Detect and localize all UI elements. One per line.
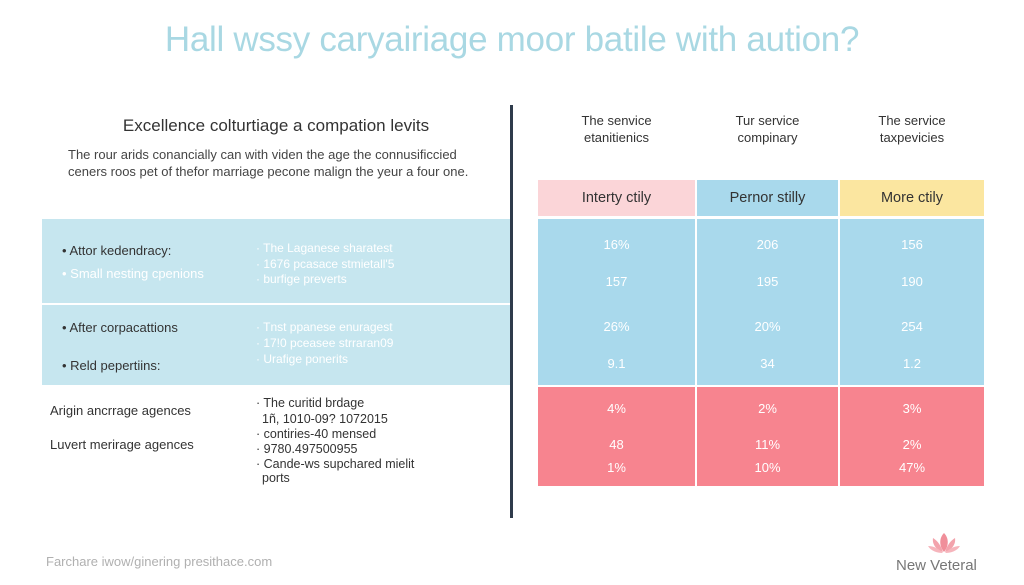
table-value: 3%: [902, 401, 922, 416]
red-cell-group: 2% 11% 10%: [697, 387, 838, 486]
bottom-detail: · Cande-ws supchared mielit: [256, 457, 415, 471]
band2-detail: · Tnst ppanese enuragest: [256, 320, 393, 334]
band2-detail: · Urafige ponerits: [256, 352, 349, 366]
bottom-item: Luvert merirage agences: [50, 437, 194, 452]
column-title-line: taxpevicies: [879, 130, 945, 145]
left-heading: Excellence colturtiage a compation levit…: [122, 116, 430, 135]
bottom-detail: · 9780.497500955: [256, 442, 358, 456]
column-title-line: compinary: [737, 130, 798, 145]
table-value: 48: [609, 437, 624, 452]
band1-detail: · burfige preverts: [256, 272, 347, 286]
bottom-detail: · The curitid brdage: [256, 396, 365, 410]
column-title-line: Tur service: [735, 113, 800, 128]
band2-item: • Reld pepertiins:: [62, 358, 161, 373]
table-value: 254: [901, 319, 923, 334]
blue-cell-group: 206 195 20% 34: [697, 219, 838, 385]
column-header: Pernor stilly: [697, 180, 838, 216]
info-band-2: • After corpacattions • Reld pepertiins:…: [42, 305, 510, 385]
table-value: 10%: [754, 460, 781, 475]
table-value: 26%: [603, 319, 630, 334]
column-title: The senvice etanitienics: [542, 112, 692, 146]
table-value: 20%: [754, 319, 781, 334]
table-value: 34: [760, 356, 775, 371]
table-value: 47%: [898, 460, 926, 475]
table-value: 157: [605, 274, 628, 289]
table-value: 2%: [902, 437, 922, 452]
table-value: 1%: [607, 460, 626, 475]
table-value: 2%: [758, 401, 777, 416]
table-value: 206: [756, 237, 779, 252]
table-value: 1.2: [902, 356, 922, 371]
column-title-line: The service: [878, 113, 946, 128]
band1-detail: · 1676 pcasace stmietall'5: [256, 257, 395, 271]
table-value: 190: [901, 274, 923, 289]
footer-url: Farchare iwow/ginering presithace.com: [46, 554, 273, 569]
red-cell-group: 4% 48 1%: [538, 387, 695, 486]
band1-item: • Attor kedendracy:: [62, 243, 172, 258]
table-value: 156: [901, 237, 923, 252]
table-value: 195: [756, 274, 779, 289]
column-title: Tur service compinary: [693, 112, 843, 146]
column-header: Interty ctily: [538, 180, 695, 216]
column-title: The service taxpevicies: [837, 112, 987, 146]
bottom-item: Arigin ancrrage agences: [50, 403, 191, 418]
blue-cell-group: 16% 157 26% 9.1: [538, 219, 695, 385]
table-value: 16%: [603, 237, 630, 252]
column-header: More ctily: [840, 180, 984, 216]
info-band-1: • Attor kedendracy: • Small nesting cpen…: [42, 219, 510, 303]
lotus-logo-icon: [927, 530, 961, 561]
vertical-divider: [510, 105, 513, 518]
bottom-detail: · contiries-40 mensed: [256, 427, 377, 441]
table-value: 9.1: [607, 356, 626, 371]
page-title: Hall wssy caryairiage moor batile with a…: [164, 20, 860, 59]
column-title-line: The senvice: [581, 113, 652, 128]
bottom-detail: 1ñ, 1010-09? 1072015: [262, 412, 388, 426]
column-title-line: etanitienics: [583, 130, 650, 145]
table-value: 11%: [754, 437, 781, 452]
table-value: 4%: [607, 401, 626, 416]
band1-item: • Small nesting cpenions: [62, 266, 204, 281]
blue-cell-group: 156 190 254 1.2: [840, 219, 984, 385]
brand-name: New Veteral: [896, 557, 977, 574]
band2-detail: · 17!0 pceasee strraran09: [256, 336, 394, 350]
bottom-detail: ports: [262, 471, 290, 485]
intro-line-1: The rour arids conancially can with vide…: [68, 147, 457, 162]
red-cell-group: 3% 2% 47%: [840, 387, 984, 486]
band1-detail: · The Laganese sharatest: [256, 241, 393, 255]
intro-line-2: ceners roos pet of thefor marriage pecon…: [68, 164, 469, 179]
band2-item: • After corpacattions: [62, 320, 178, 335]
